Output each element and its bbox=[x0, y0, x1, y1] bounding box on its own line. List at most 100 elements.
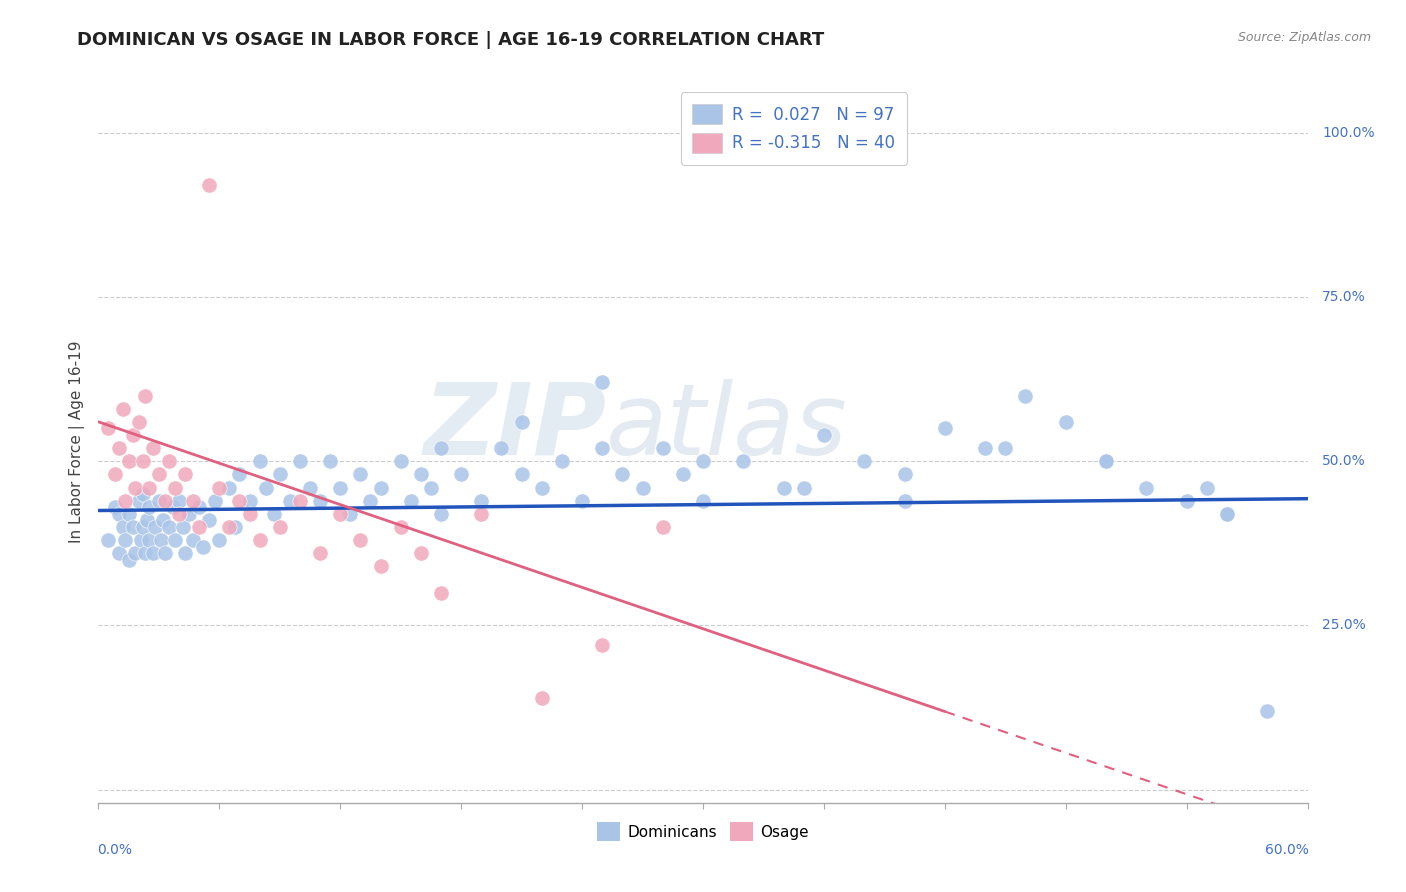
Point bbox=[319, 454, 342, 468]
Point bbox=[288, 454, 311, 468]
Point bbox=[409, 546, 432, 560]
Point bbox=[174, 467, 197, 482]
Point bbox=[1054, 415, 1077, 429]
Point bbox=[309, 493, 332, 508]
Point bbox=[430, 507, 453, 521]
Point bbox=[157, 454, 180, 468]
Point bbox=[138, 481, 160, 495]
Point bbox=[134, 546, 156, 560]
Y-axis label: In Labor Force | Age 16-19: In Labor Force | Age 16-19 bbox=[69, 340, 86, 543]
Point bbox=[893, 493, 915, 508]
Point bbox=[591, 376, 613, 390]
Point bbox=[510, 467, 533, 482]
Point bbox=[118, 553, 141, 567]
Point bbox=[132, 520, 155, 534]
Point bbox=[1175, 493, 1198, 508]
Point bbox=[692, 493, 714, 508]
Text: 75.0%: 75.0% bbox=[1322, 290, 1365, 304]
Point bbox=[269, 520, 291, 534]
Point bbox=[772, 481, 794, 495]
Point bbox=[208, 481, 231, 495]
Point bbox=[551, 454, 574, 468]
Point bbox=[1135, 481, 1157, 495]
Point bbox=[135, 513, 157, 527]
Point bbox=[193, 540, 215, 554]
Text: atlas: atlas bbox=[606, 378, 848, 475]
Point bbox=[1216, 507, 1239, 521]
Point bbox=[1256, 704, 1278, 718]
Point bbox=[163, 481, 186, 495]
Point bbox=[389, 454, 412, 468]
Point bbox=[399, 493, 422, 508]
Point bbox=[143, 520, 166, 534]
Point bbox=[430, 441, 453, 455]
Point bbox=[114, 493, 136, 508]
Point bbox=[591, 441, 613, 455]
Point bbox=[198, 513, 221, 527]
Point bbox=[132, 487, 155, 501]
Point bbox=[228, 467, 250, 482]
Text: 50.0%: 50.0% bbox=[1322, 454, 1365, 468]
Point bbox=[124, 546, 146, 560]
Point bbox=[97, 421, 120, 435]
Text: DOMINICAN VS OSAGE IN LABOR FORCE | AGE 16-19 CORRELATION CHART: DOMINICAN VS OSAGE IN LABOR FORCE | AGE … bbox=[77, 31, 824, 49]
Point bbox=[118, 454, 141, 468]
Point bbox=[174, 546, 197, 560]
Point bbox=[530, 690, 553, 705]
Point bbox=[114, 533, 136, 547]
Point bbox=[299, 481, 322, 495]
Point bbox=[793, 481, 815, 495]
Point bbox=[329, 481, 352, 495]
Point bbox=[994, 441, 1017, 455]
Legend: Dominicans, Osage: Dominicans, Osage bbox=[591, 816, 815, 847]
Point bbox=[612, 467, 634, 482]
Point bbox=[813, 428, 835, 442]
Point bbox=[107, 441, 129, 455]
Point bbox=[409, 467, 432, 482]
Point bbox=[733, 454, 755, 468]
Point bbox=[389, 520, 412, 534]
Point bbox=[111, 520, 134, 534]
Point bbox=[309, 546, 332, 560]
Point bbox=[138, 500, 160, 515]
Point bbox=[263, 507, 285, 521]
Point bbox=[239, 493, 262, 508]
Point bbox=[228, 493, 250, 508]
Point bbox=[107, 546, 129, 560]
Point bbox=[370, 481, 392, 495]
Point bbox=[853, 454, 876, 468]
Point bbox=[152, 513, 174, 527]
Point bbox=[218, 481, 240, 495]
Point bbox=[349, 533, 371, 547]
Point bbox=[148, 493, 170, 508]
Point bbox=[128, 415, 150, 429]
Point bbox=[510, 415, 533, 429]
Point bbox=[134, 388, 156, 402]
Point bbox=[218, 520, 240, 534]
Point bbox=[692, 454, 714, 468]
Point bbox=[672, 467, 695, 482]
Point bbox=[132, 454, 155, 468]
Point bbox=[1216, 507, 1239, 521]
Text: ZIP: ZIP bbox=[423, 378, 606, 475]
Point bbox=[124, 481, 146, 495]
Point bbox=[128, 493, 150, 508]
Point bbox=[974, 441, 997, 455]
Point bbox=[138, 533, 160, 547]
Point bbox=[249, 533, 271, 547]
Point bbox=[491, 441, 513, 455]
Point bbox=[339, 507, 361, 521]
Point bbox=[188, 500, 211, 515]
Text: 60.0%: 60.0% bbox=[1265, 843, 1309, 856]
Point bbox=[651, 520, 673, 534]
Point bbox=[208, 533, 231, 547]
Point bbox=[239, 507, 262, 521]
Point bbox=[103, 500, 125, 515]
Point bbox=[430, 585, 453, 599]
Point bbox=[179, 507, 201, 521]
Point bbox=[167, 507, 190, 521]
Point bbox=[118, 507, 141, 521]
Point bbox=[204, 493, 226, 508]
Point bbox=[370, 559, 392, 574]
Point bbox=[107, 507, 129, 521]
